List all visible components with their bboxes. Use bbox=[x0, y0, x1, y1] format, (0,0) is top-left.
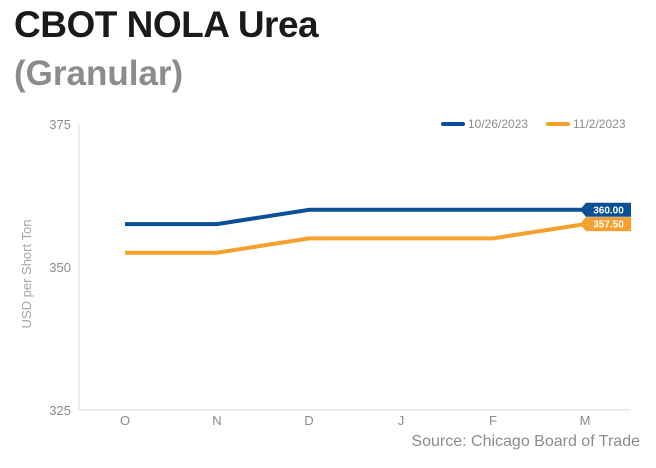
x-tick-label: J bbox=[398, 413, 405, 428]
chart-subtitle: (Granular) bbox=[14, 54, 184, 93]
y-tick-label: 375 bbox=[49, 117, 71, 132]
legend-label: 11/2/2023 bbox=[573, 117, 626, 131]
legend: 10/26/2023 11/2/2023 bbox=[441, 117, 626, 131]
x-tick-label: O bbox=[120, 413, 130, 428]
legend-item-2: 11/2/2023 bbox=[546, 117, 626, 131]
chart-title: CBOT NOLA Urea bbox=[14, 4, 319, 45]
y-tick-labels: 375 350 325 bbox=[49, 117, 71, 418]
legend-label: 10/26/2023 bbox=[468, 117, 528, 131]
series-line-2 bbox=[125, 222, 586, 255]
end-label-1: 360.00 bbox=[580, 202, 631, 217]
x-tick-label: M bbox=[580, 413, 591, 428]
end-label-value: 360.00 bbox=[593, 205, 624, 216]
series-lines bbox=[125, 207, 586, 255]
x-tick-label: D bbox=[304, 413, 313, 428]
y-tick-label: 350 bbox=[49, 260, 71, 275]
end-labels: 360.00 357.50 bbox=[580, 202, 631, 232]
end-label-value: 357.50 bbox=[593, 220, 624, 231]
y-tick-label: 325 bbox=[49, 403, 71, 418]
legend-item-1: 10/26/2023 bbox=[441, 117, 528, 131]
y-axis-title: USD per Short Ton bbox=[19, 220, 34, 329]
source-note: Source: Chicago Board of Trade bbox=[411, 433, 640, 450]
end-label-2: 357.50 bbox=[580, 217, 631, 232]
x-tick-label: F bbox=[489, 413, 497, 428]
end-label-box bbox=[580, 217, 631, 232]
end-label-box bbox=[580, 202, 631, 217]
x-tick-label: N bbox=[212, 413, 221, 428]
series-line-1 bbox=[125, 207, 585, 227]
